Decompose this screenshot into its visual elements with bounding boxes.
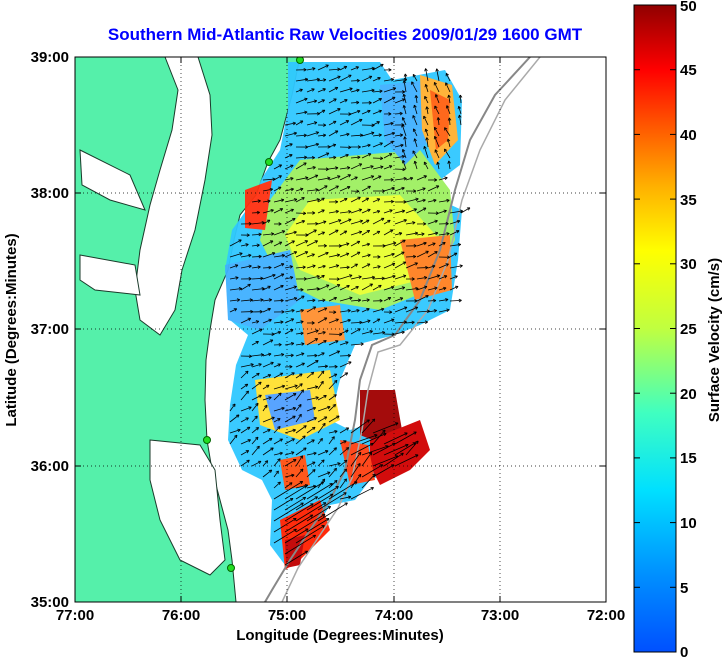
colorbar-tick-labels: 0 5 10 15 20 25 30 35 40 45 50 xyxy=(680,0,697,659)
y-tick-label: 38:00 xyxy=(31,185,69,202)
velocity-arrow-head xyxy=(236,415,239,416)
station-marker xyxy=(204,437,211,444)
station-marker xyxy=(228,565,235,572)
y-tick-label: 39:00 xyxy=(31,49,69,66)
velocity-arrow-head xyxy=(402,125,403,128)
velocity-arrow-head xyxy=(391,286,394,287)
x-tick-label: 76:00 xyxy=(162,607,200,624)
velocity-arrow-head xyxy=(444,210,447,211)
velocity-arrow-head xyxy=(457,220,460,221)
y-axis-label: Latitude (Degrees:Minutes) xyxy=(3,233,20,426)
x-axis-tick-labels: 77:00 76:00 75:00 74:00 73:00 72:00 xyxy=(56,607,625,624)
y-tick-label: 36:00 xyxy=(31,458,69,475)
velocity-arrow-head xyxy=(323,221,326,222)
velocity-arrow-head xyxy=(338,220,341,221)
colorbar-tick-label: 35 xyxy=(680,192,697,209)
colorbar-tick-label: 40 xyxy=(680,127,697,144)
velocity-arrow-head xyxy=(393,88,396,89)
y-axis-tick-labels: 39:00 38:00 37:00 36:00 35:00 xyxy=(31,49,69,611)
velocity-arrow-head xyxy=(385,445,388,446)
velocity-arrow-head xyxy=(432,265,435,266)
y-tick-label: 35:00 xyxy=(31,594,69,611)
colorbar xyxy=(634,5,676,652)
velocity-arrow-head xyxy=(301,353,304,354)
colorbar-tick-label: 15 xyxy=(680,450,697,467)
colorbar-tick-label: 30 xyxy=(680,256,697,273)
colorbar-tick-label: 0 xyxy=(680,644,688,659)
colorbar-tick-label: 50 xyxy=(680,0,697,15)
colorbar-tick-label: 10 xyxy=(680,515,697,532)
velocity-arrow-head xyxy=(300,188,303,189)
colorbar-tick-label: 20 xyxy=(680,386,697,403)
velocity-arrow-head xyxy=(359,209,362,210)
y-tick-label: 37:00 xyxy=(31,321,69,338)
colorbar-tick-label: 25 xyxy=(680,321,697,338)
x-tick-label: 72:00 xyxy=(587,607,625,624)
velocity-arrow-head xyxy=(403,275,406,276)
station-marker xyxy=(266,159,273,166)
velocity-arrow-head xyxy=(269,470,272,471)
velocity-arrow-head xyxy=(359,231,362,232)
colorbar-tick-label: 45 xyxy=(680,62,697,79)
velocity-arrow-head xyxy=(316,132,319,133)
velocity-arrow-head xyxy=(425,129,426,132)
velocity-arrow-head xyxy=(272,252,275,253)
velocity-arrow-head xyxy=(315,330,318,331)
x-axis-label: Longitude (Degrees:Minutes) xyxy=(236,627,444,644)
x-tick-label: 73:00 xyxy=(481,607,519,624)
colorbar-label: Surface Velocity (cm/s) xyxy=(706,258,723,422)
velocity-arrow-head xyxy=(422,188,425,189)
velocity-arrow-head xyxy=(268,397,271,398)
velocity-arrow xyxy=(329,334,342,335)
x-tick-label: 75:00 xyxy=(268,607,306,624)
x-tick-label: 74:00 xyxy=(375,607,413,624)
colorbar-tick-label: 5 xyxy=(680,580,688,597)
map-title: Southern Mid-Atlantic Raw Velocities 200… xyxy=(108,25,583,44)
velocity-arrow-head xyxy=(371,176,374,177)
velocity-arrow-head xyxy=(278,331,281,332)
velocity-arrow-head xyxy=(237,429,240,430)
station-marker xyxy=(297,57,304,64)
velocity-arrow-head xyxy=(424,146,425,149)
